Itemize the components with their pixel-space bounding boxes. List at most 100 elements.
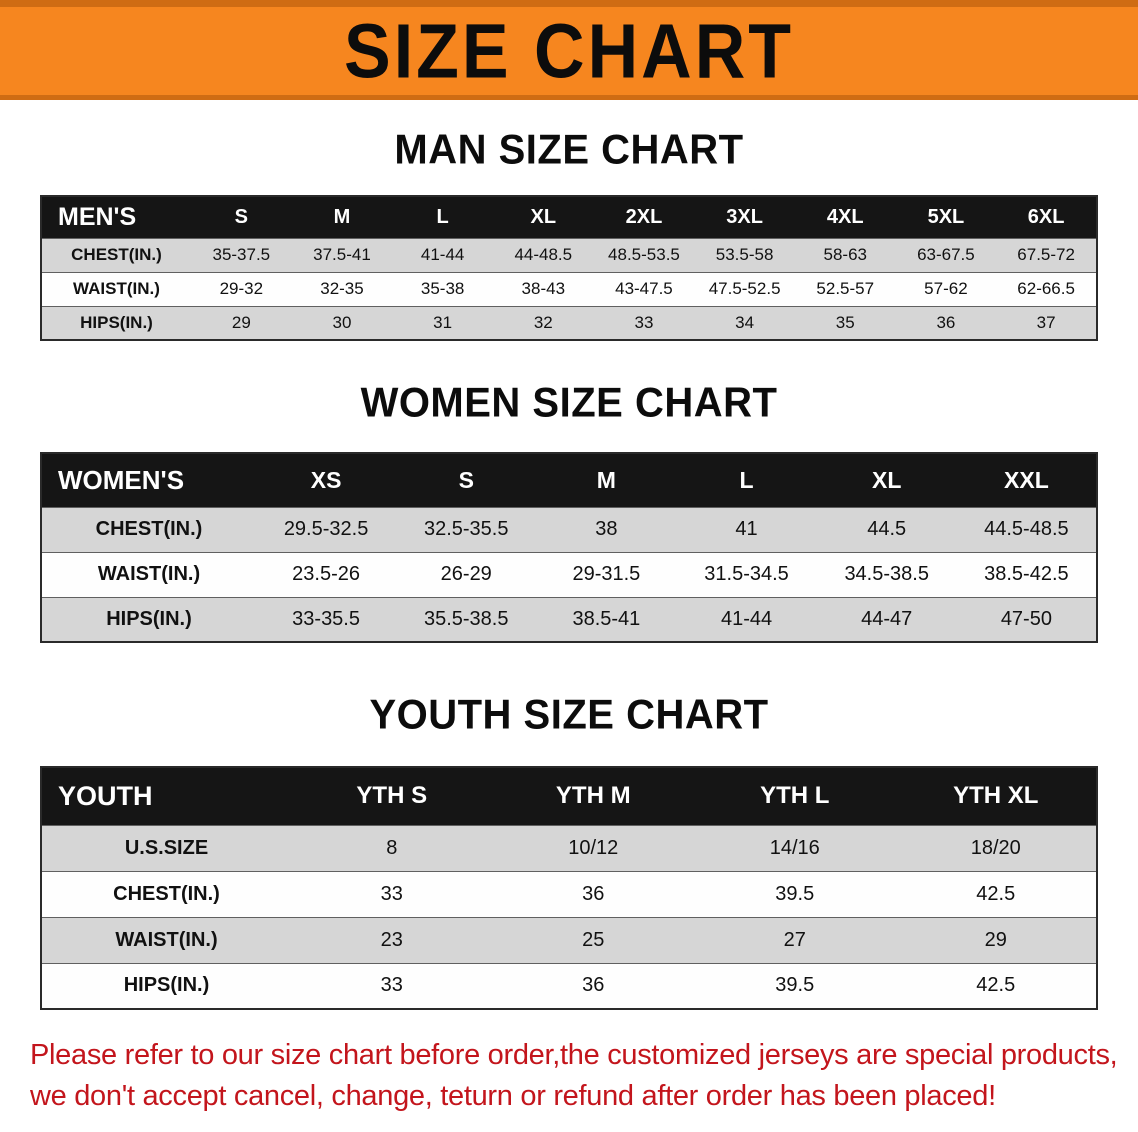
size-value-cell: 25 (492, 916, 694, 963)
men-size-table: MEN'S S M L XL 2XL 3XL 4XL 5XL 6XL CHEST(IN.) 35-37… (40, 195, 1098, 341)
size-value-cell: 29 (895, 916, 1097, 963)
youth-size-section: YOUTH SIZE CHART YOUTH YTH S YTH M YTH L YTH… (0, 691, 1138, 1010)
size-column-header: XL (492, 196, 594, 238)
size-value-cell: 44-48.5 (492, 237, 594, 272)
top-banner: SIZE CHART (0, 0, 1138, 100)
size-value-cell: 14/16 (694, 824, 896, 871)
size-value-cell: 30 (291, 305, 393, 340)
size-value-cell: 36 (492, 962, 694, 1009)
size-value-cell: 29-31.5 (536, 551, 677, 597)
size-column-header: YTH M (492, 767, 694, 825)
women-section-heading: WOMEN SIZE CHART (360, 379, 778, 427)
measurement-row: CHEST(IN.) 35-37.5 37.5-41 41-44 44-48.5 48.5… (41, 237, 1097, 272)
size-value-cell: 32 (492, 305, 594, 340)
measurement-row-label: WAIST(IN.) (41, 916, 291, 963)
size-value-cell: 41-44 (676, 596, 817, 642)
size-value-cell: 32.5-35.5 (396, 506, 537, 552)
size-column-header: M (536, 453, 677, 507)
size-value-cell: 31 (392, 305, 493, 340)
size-value-cell: 39.5 (694, 962, 896, 1009)
size-value-cell: 57-62 (895, 271, 997, 306)
size-value-cell: 33-35.5 (256, 596, 397, 642)
table-category-title: YOUTH (41, 767, 291, 825)
measurement-row-label: WAIST(IN.) (41, 551, 256, 597)
size-column-header: XL (816, 453, 957, 507)
size-value-cell: 41-44 (392, 237, 493, 272)
size-table-header-row: WOMEN'S XS S M L XL XXL (41, 453, 1097, 507)
size-value-cell: 34 (694, 305, 795, 340)
size-value-cell: 52.5-57 (794, 271, 896, 306)
size-column-header: YTH XL (895, 767, 1097, 825)
size-value-cell: 10/12 (492, 824, 694, 871)
size-value-cell: 27 (694, 916, 896, 963)
size-column-header: XS (256, 453, 397, 507)
size-column-header: L (676, 453, 817, 507)
page-title: SIZE CHART (344, 8, 794, 94)
men-size-section: MAN SIZE CHART MEN'S S M L XL 2XL 3XL 4XL 5XL 6XL… (0, 126, 1138, 341)
size-value-cell: 33 (593, 305, 695, 340)
size-value-cell: 62-66.5 (996, 271, 1097, 306)
men-section-heading: MAN SIZE CHART (394, 126, 744, 174)
size-value-cell: 37 (996, 305, 1097, 340)
size-value-cell: 33 (291, 962, 493, 1009)
size-column-header: S (191, 196, 292, 238)
measurement-row: CHEST(IN.) 29.5-32.5 32.5-35.5 38 41 44.5 44.5… (41, 506, 1097, 552)
size-table-header-row: YOUTH YTH S YTH M YTH L YTH XL (41, 767, 1097, 825)
measurement-row: WAIST(IN.) 29-32 32-35 35-38 38-43 43-47.5 47.… (41, 271, 1097, 306)
measurement-row-label: CHEST(IN.) (41, 237, 191, 272)
measurement-row-label: HIPS(IN.) (41, 305, 191, 340)
size-value-cell: 35 (794, 305, 896, 340)
youth-size-table: YOUTH YTH S YTH M YTH L YTH XL U.S.SIZE 8 10/12… (40, 766, 1098, 1010)
size-value-cell: 67.5-72 (996, 237, 1097, 272)
size-column-header: 5XL (895, 196, 997, 238)
size-value-cell: 35-38 (392, 271, 493, 306)
size-value-cell: 42.5 (895, 870, 1097, 917)
measurement-row: HIPS(IN.) 29 30 31 32 33 34 35 36 37 (41, 305, 1097, 340)
size-value-cell: 42.5 (895, 962, 1097, 1009)
measurement-row: WAIST(IN.) 23.5-26 26-29 29-31.5 31.5-34.5 34… (41, 551, 1097, 597)
size-value-cell: 63-67.5 (895, 237, 997, 272)
size-value-cell: 29.5-32.5 (256, 506, 397, 552)
size-column-header: 6XL (996, 196, 1097, 238)
youth-section-heading: YOUTH SIZE CHART (369, 691, 769, 739)
size-value-cell: 23.5-26 (256, 551, 397, 597)
measurement-row-label: CHEST(IN.) (41, 506, 256, 552)
size-value-cell: 35.5-38.5 (396, 596, 537, 642)
measurement-row-label: HIPS(IN.) (41, 962, 291, 1009)
size-value-cell: 47.5-52.5 (694, 271, 795, 306)
size-value-cell: 44.5-48.5 (956, 506, 1097, 552)
size-value-cell: 38 (536, 506, 677, 552)
size-value-cell: 26-29 (396, 551, 537, 597)
size-column-header: S (396, 453, 537, 507)
size-column-header: YTH S (291, 767, 493, 825)
size-value-cell: 38.5-42.5 (956, 551, 1097, 597)
size-value-cell: 8 (291, 824, 493, 871)
size-value-cell: 38.5-41 (536, 596, 677, 642)
size-value-cell: 39.5 (694, 870, 896, 917)
size-value-cell: 58-63 (794, 237, 896, 272)
measurement-row: HIPS(IN.) 33 36 39.5 42.5 (41, 962, 1097, 1009)
size-value-cell: 38-43 (492, 271, 594, 306)
size-value-cell: 29 (191, 305, 292, 340)
size-column-header: 2XL (593, 196, 695, 238)
size-column-header: XXL (956, 453, 1097, 507)
size-value-cell: 33 (291, 870, 493, 917)
size-value-cell: 18/20 (895, 824, 1097, 871)
size-value-cell: 36 (492, 870, 694, 917)
size-value-cell: 29-32 (191, 271, 292, 306)
size-value-cell: 43-47.5 (593, 271, 695, 306)
size-value-cell: 44.5 (816, 506, 957, 552)
disclaimer-notice: Please refer to our size chart before or… (0, 1036, 1138, 1116)
measurement-row-label: WAIST(IN.) (41, 271, 191, 306)
size-value-cell: 48.5-53.5 (593, 237, 695, 272)
measurement-row-label: HIPS(IN.) (41, 596, 256, 642)
women-size-section: WOMEN SIZE CHART WOMEN'S XS S M L XL XXL CHEST(… (0, 379, 1138, 643)
size-value-cell: 44-47 (816, 596, 957, 642)
measurement-row: U.S.SIZE 8 10/12 14/16 18/20 (41, 824, 1097, 871)
size-column-header: M (291, 196, 393, 238)
measurement-row-label: CHEST(IN.) (41, 870, 291, 917)
size-value-cell: 31.5-34.5 (676, 551, 817, 597)
women-size-table: WOMEN'S XS S M L XL XXL CHEST(IN.) 29.5-32.5 32.5… (40, 452, 1098, 643)
measurement-row: WAIST(IN.) 23 25 27 29 (41, 916, 1097, 963)
